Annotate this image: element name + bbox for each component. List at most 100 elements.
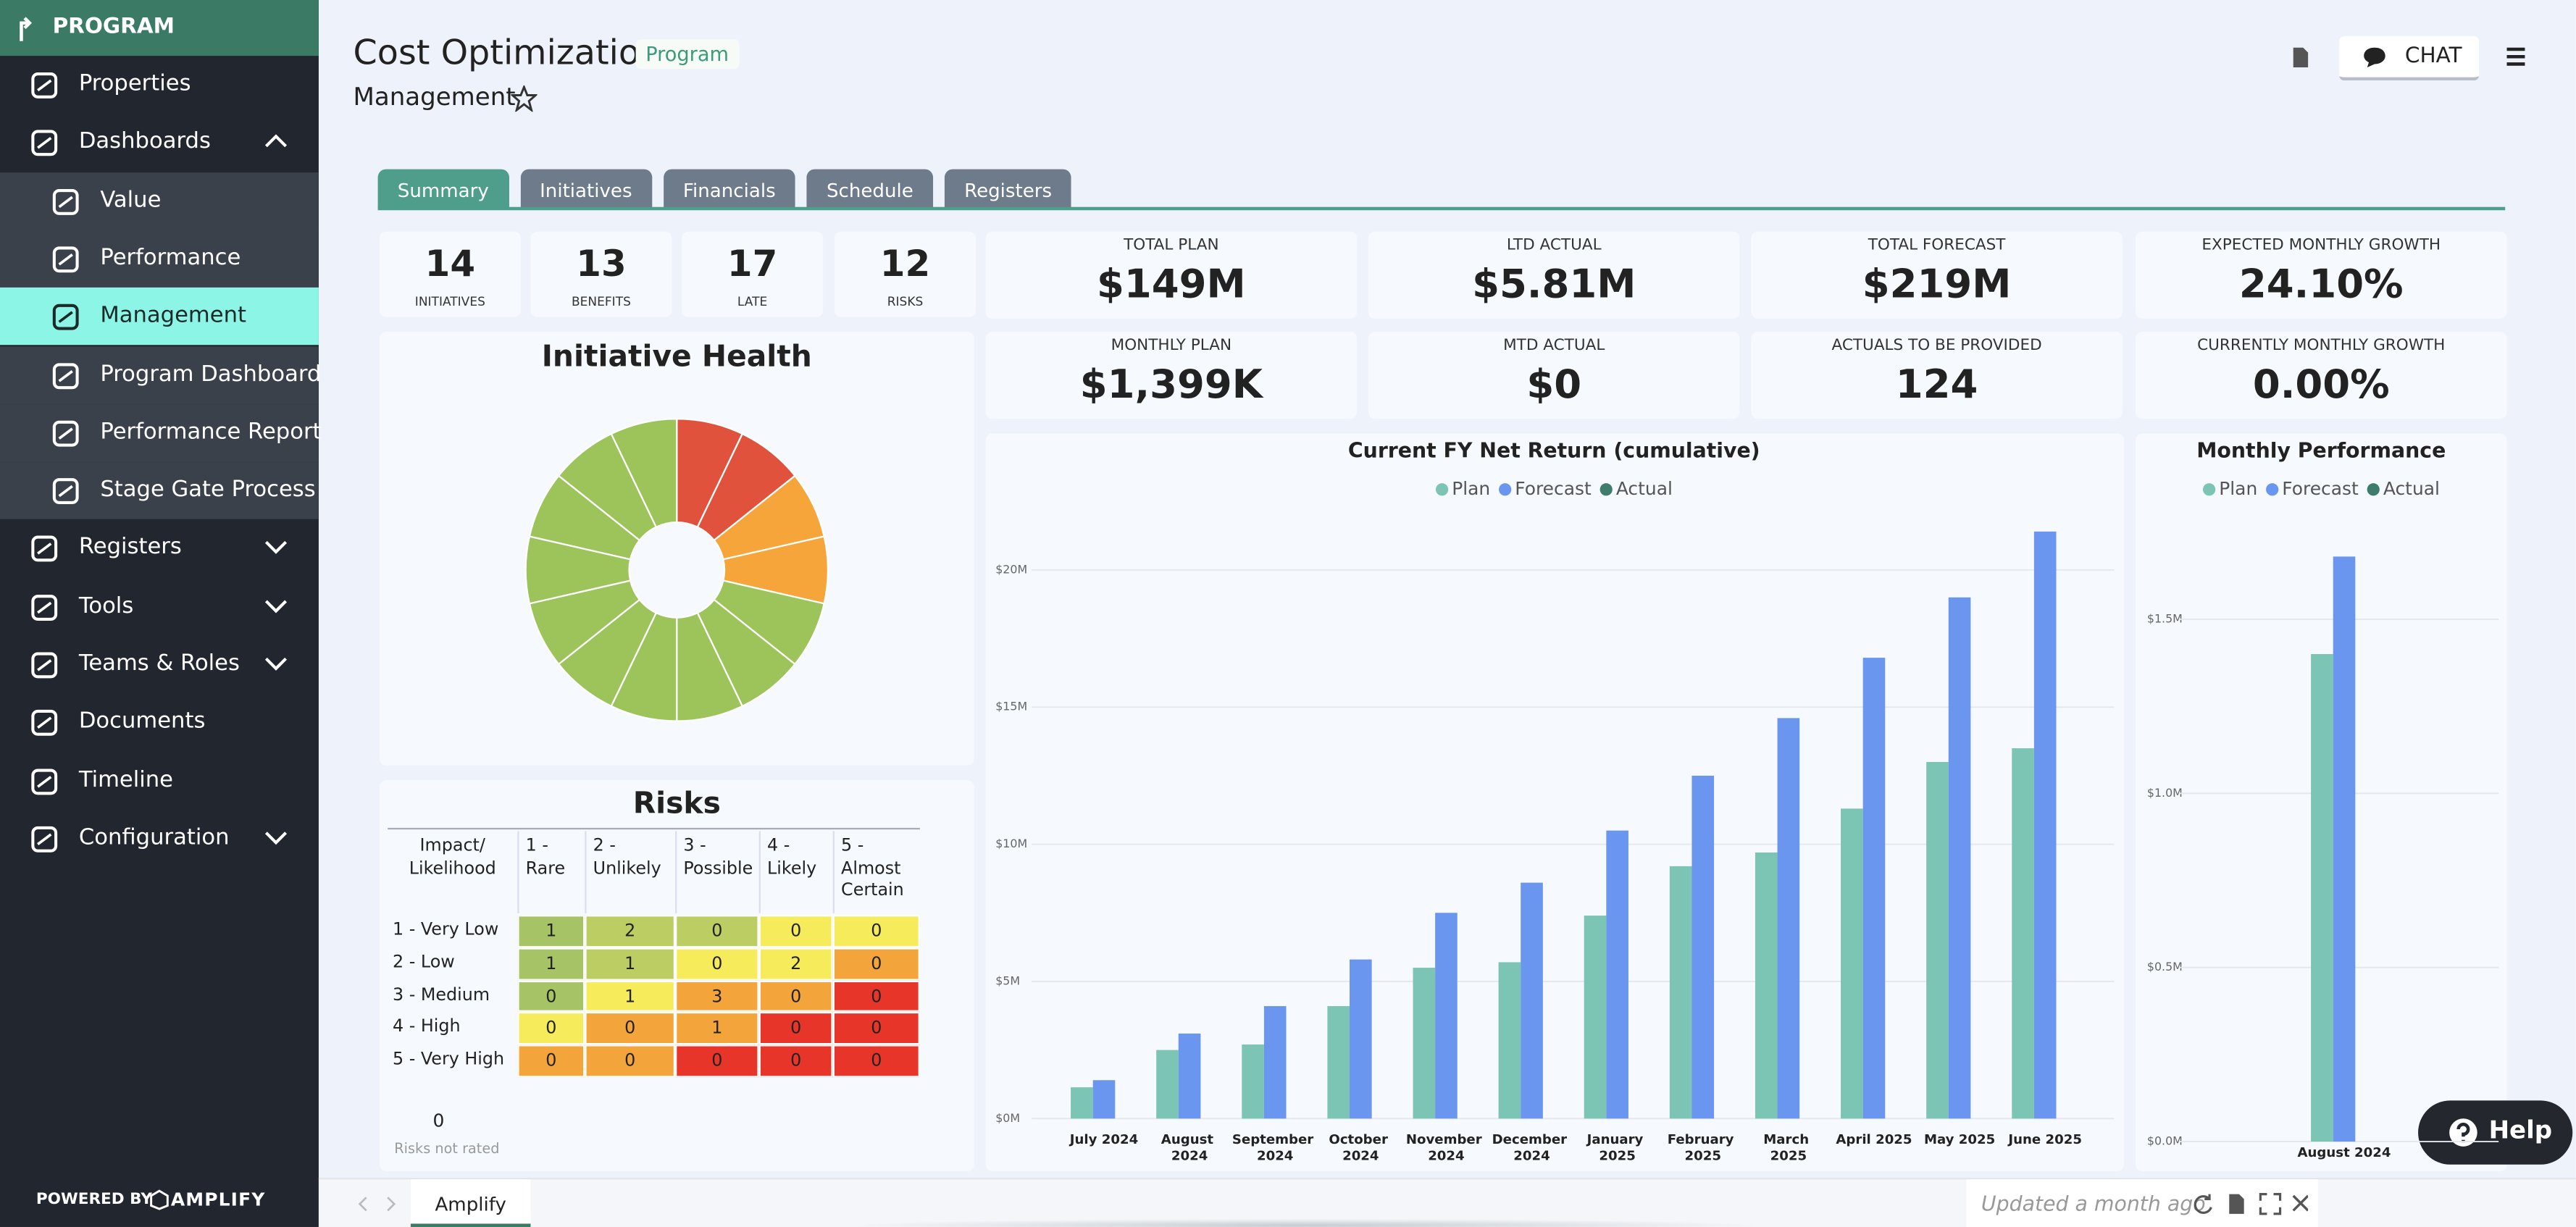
tab-underline [377,206,2506,210]
risk-cell: 2 [758,947,833,980]
icon [31,826,58,853]
column-header: 3 - Possible [675,831,759,913]
sidebar-item[interactable]: Properties [0,56,319,114]
kpi-label: MTD ACTUAL [1503,336,1605,355]
tab[interactable]: Initiatives [519,169,652,209]
icon [31,536,58,563]
tab[interactable]: Summary [377,169,509,209]
kpi-label: MONTHLY PLAN [1111,336,1232,355]
sidebar-label: Stage Gate Process [100,476,316,503]
sidebar-item[interactable]: Configuration [0,810,319,868]
card [2136,433,2507,1171]
tab[interactable]: Financials [663,169,795,209]
sidebar-item[interactable]: Tools [0,578,319,636]
program-icon [20,17,33,41]
sidebar-subitem[interactable]: Performance [0,230,319,288]
sidebar-label: Performance Report [100,418,322,445]
card: MTD ACTUAL $0 [1368,332,1740,419]
risk-cell: 0 [832,979,920,1013]
sidebar-item[interactable]: Timeline [0,752,319,810]
risk-cell: 0 [832,915,920,948]
type-badge: Program [635,39,739,70]
item-icon-line [58,311,73,324]
icon [2449,1118,2477,1147]
risk-cell: 0 [585,1044,676,1078]
row-label: 1 - Very Low [392,919,499,940]
risk-cell: 0 [758,915,833,948]
card: 14 INITIATIVES [379,231,521,317]
item-icon [31,536,58,563]
risk-cell: 0 [675,947,759,980]
risk-cell: 0 [758,979,833,1013]
chevron [264,541,288,555]
tab[interactable]: Schedule [806,169,934,209]
item-icon-line [37,543,52,556]
stat-label: RISKS [887,293,924,309]
sidebar-header: PROGRAM [0,0,319,56]
icon [264,541,288,555]
sidebar-subitem[interactable]: Stage Gate Process [0,461,319,520]
sidebar-item[interactable]: Registers [0,519,319,577]
tab[interactable]: Registers [944,169,1072,209]
chat-button[interactable]: CHAT [2339,35,2479,81]
sidebar-label: Teams & Roles [78,650,240,677]
sidebar-label: Performance [100,244,241,271]
icon [264,657,288,671]
sidebar-item[interactable]: Dashboards [0,114,319,172]
risk-cell: 2 [585,915,676,948]
table-border [388,827,920,830]
sidebar-item[interactable]: Documents [0,694,319,752]
item-icon-line [58,369,73,382]
stat-label: LATE [737,293,768,309]
risk-cell: 0 [675,915,759,948]
sidebar-label: Dashboards [78,128,211,155]
icon [31,72,58,99]
kpi-value: $219M [1862,261,2012,308]
sidebar-label: Management [100,302,247,329]
sheet-tab[interactable]: Amplify [410,1179,531,1227]
column-header: 1 - Rare [517,831,585,913]
item-icon-line [58,195,73,208]
kpi-value: 24.10% [2238,261,2404,308]
item-icon [52,420,79,447]
sidebar-subitem[interactable]: Performance Report [0,403,322,462]
kpi-label: TOTAL PLAN [1124,236,1219,255]
sidebar-item[interactable]: Teams & Roles [0,636,319,694]
card: TOTAL PLAN $149M [985,231,1358,319]
stat-value: 13 [576,244,627,286]
chat-label: CHAT [2404,44,2462,70]
row-label: 4 - High [392,1017,461,1037]
icon [31,130,58,156]
risk-cell: 0 [585,1012,676,1045]
page-title: Cost Optimization [353,33,662,72]
sidebar-subitem[interactable]: Management [0,288,319,346]
sidebar-subitem[interactable]: Program Dashboard [0,346,322,404]
risks-title: Risks [632,787,721,821]
card [379,332,974,766]
help-button[interactable]: Help [2418,1100,2573,1165]
item-icon [31,710,58,737]
item-icon-line [37,137,52,150]
sidebar-label: Timeline [78,766,174,793]
chevron [264,832,288,845]
export-icon [2293,47,2309,67]
sidebar-label: Program Dashboard [100,360,322,388]
risk-cell: 0 [758,1012,833,1045]
icon [2506,47,2525,66]
sidebar-title: PROGRAM [52,14,175,40]
nav-prev [358,1197,367,1212]
stat-label: INITIATIVES [414,293,485,309]
icon [2194,1193,2309,1215]
chevron [264,657,288,671]
icon [358,1197,396,1212]
item-icon-line [58,427,73,440]
sidebar-subitem[interactable]: Value [0,172,319,230]
icon [31,594,58,621]
stat-value: 12 [879,244,931,286]
nav-next [387,1197,396,1212]
item-icon-line [37,833,52,845]
icon[interactable] [511,85,538,112]
icon [52,188,79,214]
